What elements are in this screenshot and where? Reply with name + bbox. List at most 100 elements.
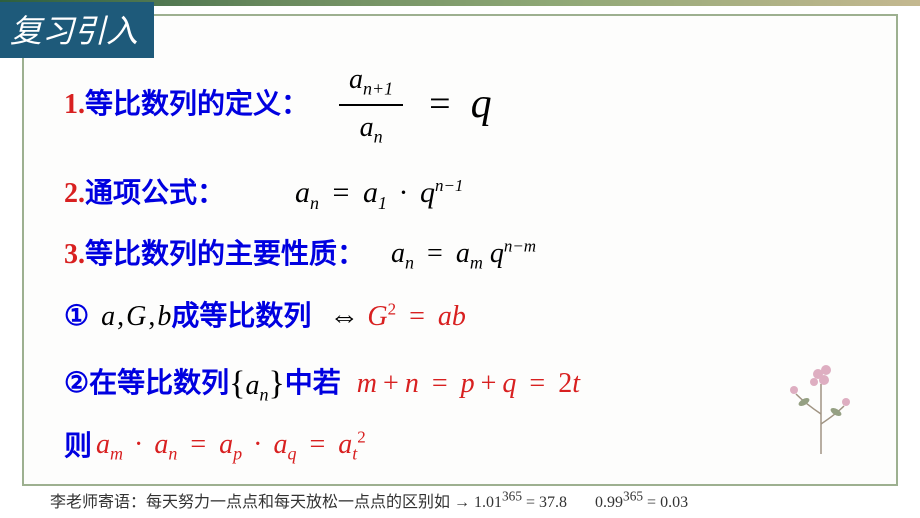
line4-a: a [101, 301, 115, 332]
footer-quote: 李老师寄语：每天努力一点点和每天放松一点点的区别如 → 1.01365 = 37… [50, 488, 688, 512]
line4-G2: G [367, 301, 387, 332]
line2-lhs-sub: n [310, 193, 319, 213]
line3-exp: n−m [504, 236, 536, 255]
line3-r-sub: m [470, 252, 483, 272]
line2-formula: an = a1 · qn−1 [295, 172, 463, 216]
line6-am-s: m [110, 444, 123, 464]
footer-label: 李老师寄语：每天努力一点点和每天放松一点点的区别如 → [50, 494, 474, 511]
footer-eq1: 1.01365 = 37.8 [474, 494, 571, 511]
line2-label: 通项公式： [85, 174, 225, 213]
line6-formula: am · an = ap · aq = at2 [96, 425, 366, 467]
line4-iff: ⇔ [329, 296, 359, 338]
line1-numer-sub: n+1 [363, 79, 393, 99]
line5-q: q [502, 368, 516, 399]
line5-n: n [405, 368, 419, 399]
line4-agb: a,G,b [101, 297, 171, 336]
line6-dot2: · [253, 429, 262, 460]
line3-label: 等比数列的主要性质： [85, 235, 365, 274]
line6-aq-a: a [273, 429, 287, 460]
line-1: 1. 等比数列的定义： an+1 an = q [64, 60, 868, 150]
line5-p: p [461, 368, 475, 399]
line1-rhs: q [471, 75, 492, 134]
footer-eq1-l: 1.01 [474, 494, 502, 511]
line6-eq2: = [309, 429, 325, 460]
line1-label: 等比数列的定义： [85, 85, 309, 124]
line6-eq1: = [190, 429, 206, 460]
line1-denom-a: a [360, 112, 374, 143]
line1-denom-sub: n [374, 126, 383, 146]
line5-a: a [245, 370, 259, 401]
line5-lbrace: { [229, 365, 245, 402]
line2-r-sub: 1 [378, 193, 387, 213]
line3-lhs-a: a [391, 238, 405, 269]
footer-eq1-exp: 365 [502, 489, 522, 504]
line3-r-a: a [456, 238, 470, 269]
line4-c2: , [148, 301, 155, 332]
line3-q: q [490, 238, 504, 269]
line5-circled: ② [64, 364, 89, 403]
line6-am-a: a [96, 429, 110, 460]
line4-exp: 2 [388, 300, 397, 319]
footer-eq1-eq: = [522, 494, 539, 511]
line-4: ① a,G,b 成等比数列 ⇔ G2 = ab [64, 296, 868, 338]
line5-rbrace: } [268, 365, 284, 402]
line5-eq: m+n = p+q = 2t [357, 364, 580, 403]
line6-ap-a: a [219, 429, 233, 460]
footer-eq2-l: 0.99 [595, 494, 623, 511]
line5-p1: + [383, 368, 399, 399]
line2-eq: = [333, 176, 350, 209]
line4-c1: , [117, 301, 124, 332]
line5-eq1: = [432, 368, 448, 399]
line6-ap-s: p [233, 444, 242, 464]
line4-eq: = [409, 301, 425, 332]
line5-t: t [572, 368, 580, 399]
line5-posttext: 中若 [285, 364, 341, 403]
line4-ab: ab [438, 301, 466, 332]
line5-pretext: 在等比数列 [89, 364, 229, 403]
line5-set: {an} [229, 360, 285, 408]
line1-numer: an+1 [339, 60, 403, 106]
footer-eq2-eq: = [643, 494, 660, 511]
footer-eq2-r: 0.03 [660, 494, 688, 511]
footer-eq1-r: 37.8 [539, 494, 567, 511]
line2-dot: · [398, 176, 408, 209]
line5-two: 2 [558, 368, 572, 399]
line-2: 2. 通项公式： an = a1 · qn−1 [64, 172, 868, 216]
line2-exp: n−1 [435, 176, 463, 195]
line4-text: 成等比数列 [171, 297, 311, 336]
content-frame: 1. 等比数列的定义： an+1 an = q 2. 通项公式： an = a [22, 14, 898, 486]
line1-fraction: an+1 an [339, 60, 403, 150]
line5-p2: + [481, 368, 497, 399]
content-area: 1. 等比数列的定义： an+1 an = q 2. 通项公式： an = a [24, 16, 896, 491]
line5-m: m [357, 368, 377, 399]
line6-exp: 2 [357, 428, 366, 447]
line2-number: 2. [64, 174, 85, 213]
line3-lhs-sub: n [405, 252, 414, 272]
line6-aq-s: q [287, 444, 296, 464]
line1-numer-a: a [349, 64, 363, 95]
line-3: 3. 等比数列的主要性质： an = am qn−m [64, 234, 868, 276]
footer-eq2-exp: 365 [623, 489, 643, 504]
line6-dot1: · [134, 429, 143, 460]
title-badge: 复习引入 [0, 2, 154, 58]
line4-b: b [157, 301, 171, 332]
line1-eq: = [429, 78, 450, 131]
line3-eq: = [427, 238, 443, 269]
line2-lhs-a: a [295, 176, 310, 209]
line3-formula: an = am qn−m [391, 234, 536, 276]
line4-circled: ① [64, 297, 89, 336]
footer-eq2: 0.99365 = 0.03 [595, 494, 688, 511]
line6-an-a: a [154, 429, 168, 460]
line3-number: 3. [64, 235, 85, 274]
line-5: ② 在等比数列 {an} 中若 m+n = p+q = 2t [64, 360, 868, 408]
line6-an-s: n [168, 444, 177, 464]
footer-gap [571, 494, 591, 511]
line6-at-a: a [338, 429, 352, 460]
line4-G: G [126, 301, 146, 332]
line1-number: 1. [64, 85, 85, 124]
line2-q: q [420, 176, 435, 209]
line5-eq2: = [529, 368, 545, 399]
line-6: 则 am · an = ap · aq = at2 [64, 425, 868, 467]
line2-r-a: a [363, 176, 378, 209]
line4-rhs: G2 = ab [367, 297, 466, 336]
